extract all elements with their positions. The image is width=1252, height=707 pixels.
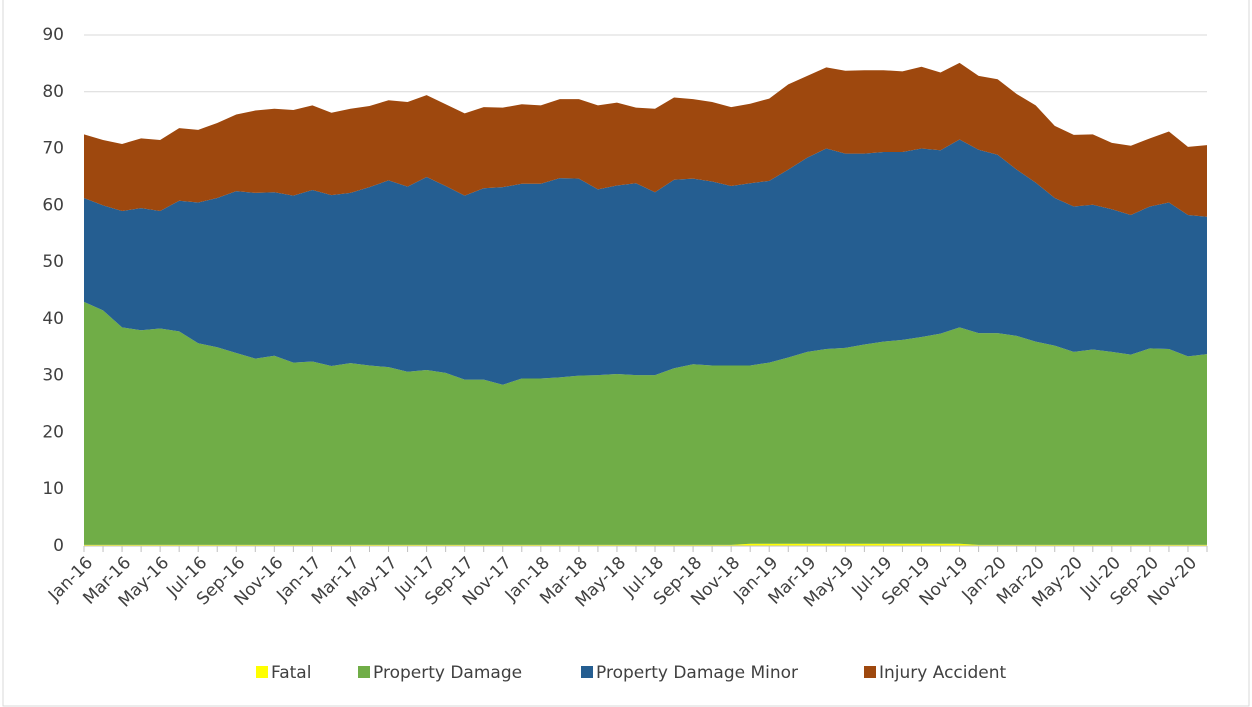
y-tick-label: 30 <box>42 366 64 386</box>
y-tick-label: 70 <box>42 139 64 159</box>
legend-label: Property Damage <box>373 663 522 683</box>
y-tick-label: 90 <box>42 25 64 45</box>
y-tick-label: 50 <box>42 252 64 272</box>
legend-label: Fatal <box>271 663 311 683</box>
y-tick-label: 60 <box>42 195 64 215</box>
area <box>84 62 1207 217</box>
legend-swatch <box>358 666 370 678</box>
y-tick-label: 0 <box>53 536 64 556</box>
y-tick-label: 10 <box>42 479 64 499</box>
area <box>84 139 1207 385</box>
legend-label: Property Damage Minor <box>596 663 798 683</box>
y-tick-label: 40 <box>42 309 64 329</box>
legend-swatch <box>256 666 268 678</box>
y-tick-label: 20 <box>42 422 64 442</box>
y-tick-label: 80 <box>42 82 64 102</box>
area <box>84 301 1207 545</box>
legend-swatch <box>864 666 876 678</box>
legend-label: Injury Accident <box>879 663 1007 683</box>
legend-swatch <box>581 666 593 678</box>
